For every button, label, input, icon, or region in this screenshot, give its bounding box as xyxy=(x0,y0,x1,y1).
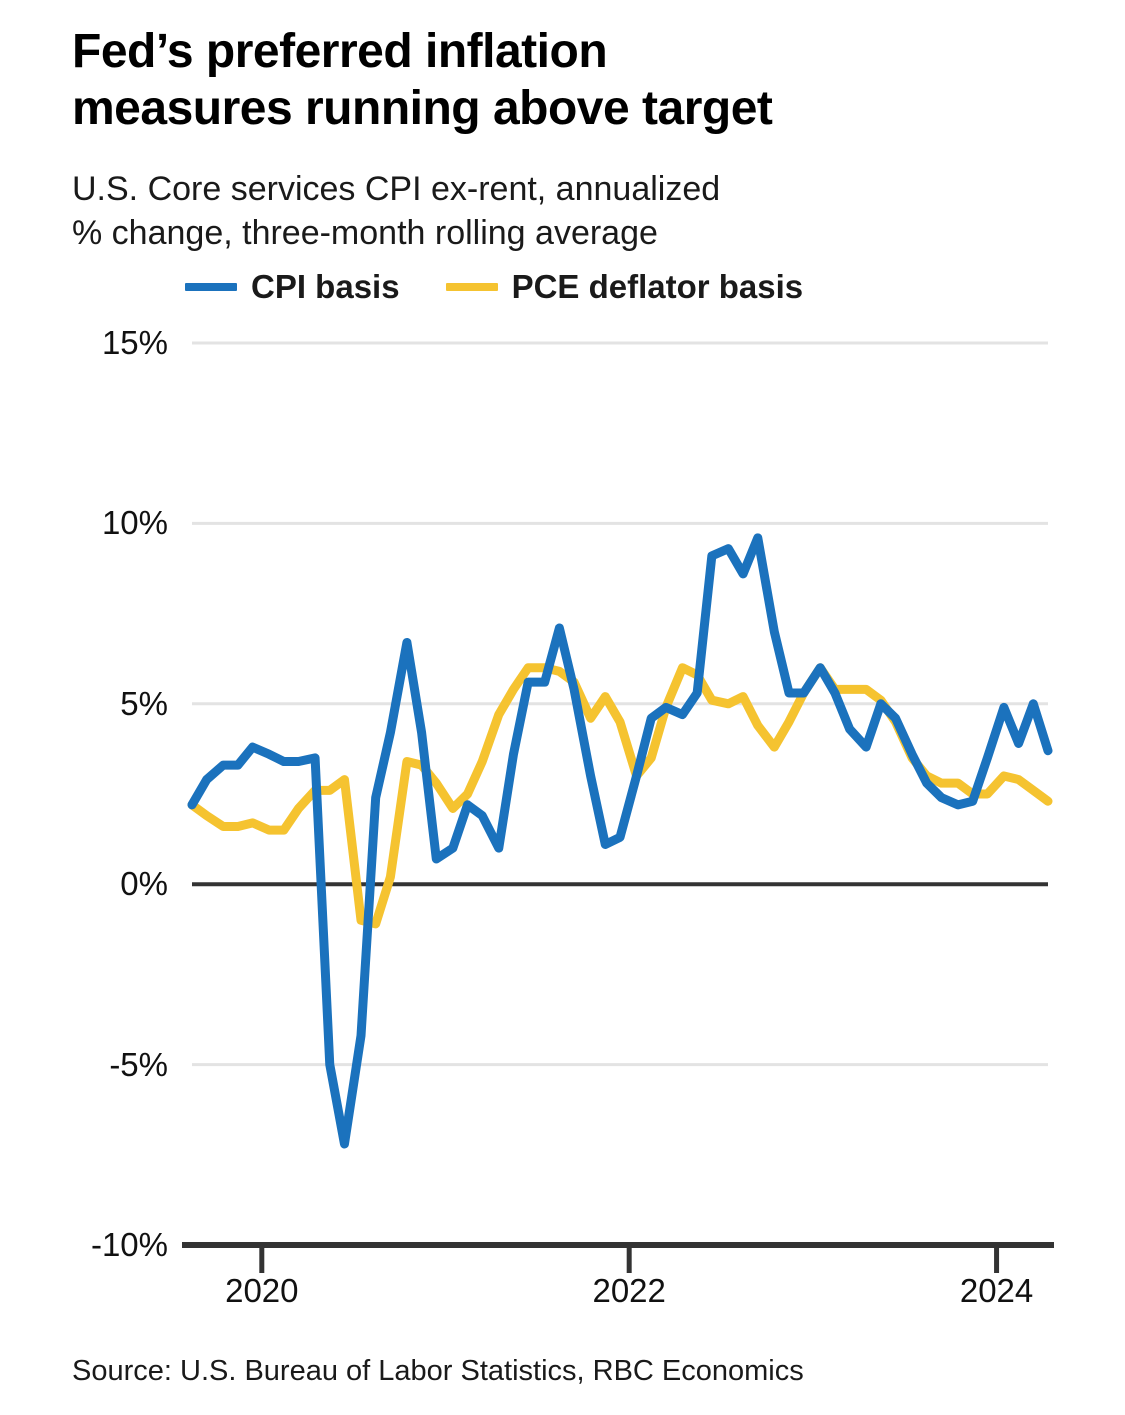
legend-item-pce[interactable]: PCE deflator basis xyxy=(445,268,804,305)
x-axis-tick-label: 2020 xyxy=(225,1272,299,1309)
y-axis-tick-label: 15% xyxy=(101,324,168,361)
chart-legend: CPI basis PCE deflator basis xyxy=(185,270,803,303)
legend-label-pce: PCE deflator basis xyxy=(511,268,804,305)
y-axis-tick-label: 0% xyxy=(120,865,168,903)
y-axis-labels: 15% 10% 5% 0% -5% -10% xyxy=(48,0,168,1415)
x-axis-tick-label: 2024 xyxy=(959,1272,1034,1309)
legend-label-cpi: CPI basis xyxy=(251,268,400,305)
y-axis-tick-label: -5% xyxy=(109,1045,168,1083)
x-axis-ticks xyxy=(259,1245,1000,1273)
series-line-cpi-basis xyxy=(187,533,1053,1149)
y-axis-tick-label: 5% xyxy=(120,684,168,722)
x-axis-tick-label: 2022 xyxy=(592,1272,666,1309)
y-axis-tick-label: -10% xyxy=(90,1226,168,1263)
chart-subtitle: U.S. Core services CPI ex-rent, annualiz… xyxy=(72,170,721,252)
source-note: Source: U.S. Bureau of Labor Statistics,… xyxy=(72,1355,804,1387)
chart-title: Fed’s preferred inflation measures runni… xyxy=(72,25,773,135)
legend-item-cpi[interactable]: CPI basis xyxy=(185,270,400,303)
legend-swatch-pce-line-icon xyxy=(445,282,498,291)
data-lines xyxy=(187,533,1053,1149)
legend-swatch-cpi-line-icon xyxy=(185,282,237,291)
y-axis-tick-label: 10% xyxy=(101,504,168,542)
